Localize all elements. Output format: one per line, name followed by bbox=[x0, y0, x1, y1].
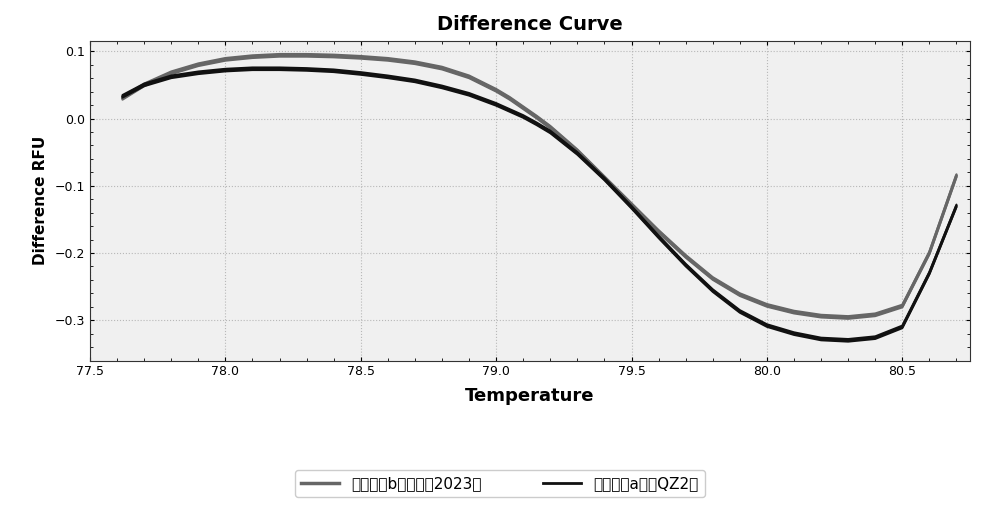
Legend: 基因型为b，即郑麦2023类, 基因型为a，即QZ2类: 基因型为b，即郑麦2023类, 基因型为a，即QZ2类 bbox=[295, 470, 705, 497]
X-axis label: Temperature: Temperature bbox=[465, 387, 595, 405]
Y-axis label: Difference RFU: Difference RFU bbox=[33, 136, 48, 265]
Title: Difference Curve: Difference Curve bbox=[437, 15, 623, 34]
